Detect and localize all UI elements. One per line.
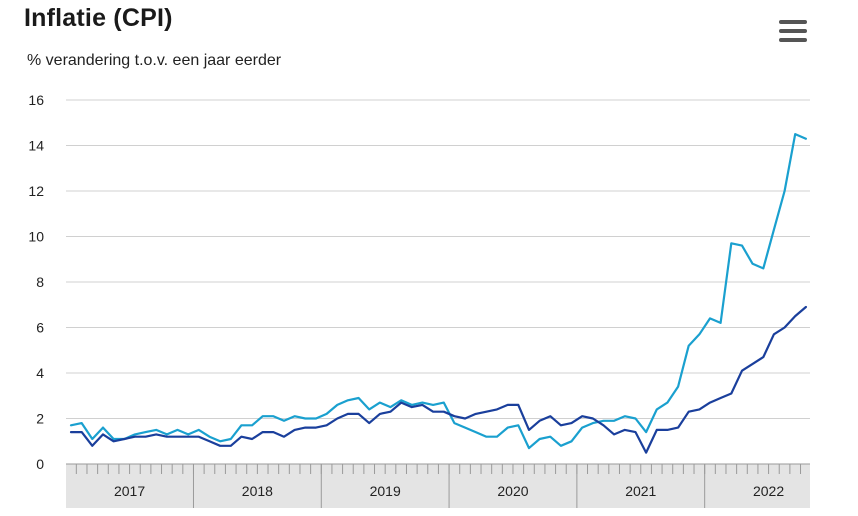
x-tick-label: 2020 [497, 483, 528, 499]
y-tick-label: 16 [28, 92, 44, 108]
y-tick-label: 4 [36, 365, 44, 381]
x-tick-label: 2019 [370, 483, 401, 499]
y-tick-label: 10 [28, 229, 44, 245]
x-tick-label: 2017 [114, 483, 145, 499]
series-line-light [69, 133, 808, 450]
hamburger-menu-icon[interactable] [776, 18, 810, 46]
y-tick-label: 12 [28, 183, 44, 199]
chart-subtitle: % verandering t.o.v. een jaar eerder [27, 52, 282, 69]
chart-title: Inflatie (CPI) [24, 4, 173, 32]
y-tick-label: 14 [28, 138, 44, 154]
x-tick-label: 2022 [753, 483, 784, 499]
y-tick-label: 8 [36, 274, 44, 290]
series-line-dark [69, 305, 808, 454]
x-tick-label: 2021 [625, 483, 656, 499]
y-tick-label: 6 [36, 320, 44, 336]
y-tick-label: 2 [36, 411, 44, 427]
x-tick-label: 2018 [242, 483, 273, 499]
y-tick-label: 0 [36, 456, 44, 472]
